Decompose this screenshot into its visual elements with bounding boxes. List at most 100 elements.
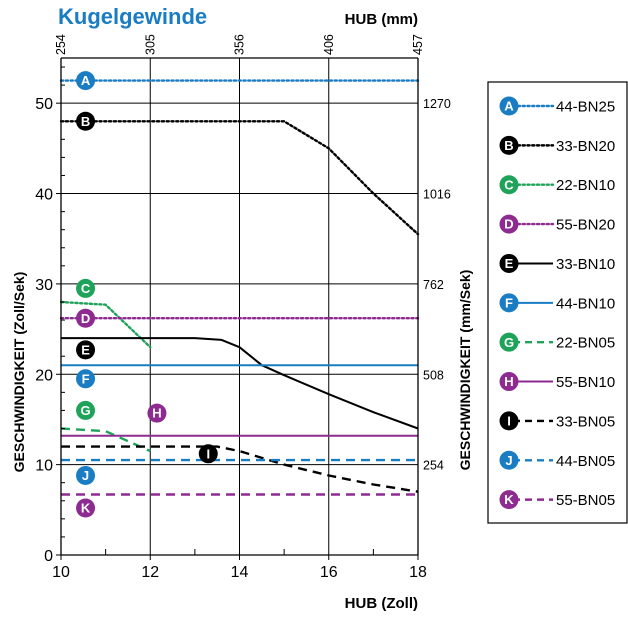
badge-circle bbox=[499, 175, 519, 195]
badge-letter: D bbox=[81, 311, 90, 326]
series-marker-D: D bbox=[76, 308, 96, 328]
y-tick-label: 20 bbox=[35, 367, 53, 384]
x-tick-label: 18 bbox=[409, 564, 427, 581]
badge-letter: H bbox=[152, 406, 161, 421]
legend-badge: C bbox=[499, 175, 519, 195]
badge-letter: I bbox=[206, 446, 210, 461]
badge-letter: H bbox=[504, 374, 513, 389]
y-tick-label: 10 bbox=[35, 458, 53, 475]
series-marker-A: A bbox=[76, 71, 96, 91]
legend-item-G: G 22-BN05 bbox=[499, 332, 615, 352]
legend-item-K: K 55-BN05 bbox=[499, 490, 615, 510]
series-marker-G: G bbox=[76, 400, 96, 420]
badge-circle bbox=[76, 278, 96, 298]
y2-tick-label: 508 bbox=[423, 368, 444, 382]
legend-badge: D bbox=[499, 214, 519, 234]
badge-circle bbox=[499, 96, 519, 116]
legend-box bbox=[487, 81, 628, 524]
x-axis-title: HUB (Zoll) bbox=[345, 595, 418, 612]
badge-letter: C bbox=[81, 281, 91, 296]
badge-circle bbox=[499, 293, 519, 313]
badge-circle bbox=[76, 465, 96, 485]
x-tick-label: 14 bbox=[231, 564, 249, 581]
badge-circle bbox=[76, 369, 96, 389]
series-marker-E: E bbox=[76, 340, 96, 360]
legend-label: 22-BN10 bbox=[556, 177, 615, 194]
x-tick-label: 10 bbox=[52, 564, 70, 581]
x2-tick-label: 406 bbox=[322, 34, 336, 55]
chart-title: Kugelgewinde bbox=[58, 4, 208, 29]
y-tick-label: 50 bbox=[35, 96, 53, 113]
y2-tick-label: 762 bbox=[423, 278, 444, 292]
legend-item-C: C 22-BN10 bbox=[499, 175, 615, 195]
y-tick-label: 0 bbox=[44, 548, 53, 565]
badge-letter: G bbox=[504, 335, 514, 350]
y2-tick-label: 254 bbox=[423, 459, 444, 473]
series-marker-K: K bbox=[76, 498, 96, 518]
badge-letter: K bbox=[504, 492, 514, 507]
series-marker-H: H bbox=[147, 403, 167, 423]
badge-circle bbox=[76, 340, 96, 360]
legend-label: 33-BN05 bbox=[556, 413, 615, 430]
badge-letter: B bbox=[81, 114, 90, 129]
badge-letter: G bbox=[80, 403, 90, 418]
badge-letter: A bbox=[81, 73, 91, 88]
badge-letter: E bbox=[505, 256, 514, 271]
x2-tick-label: 254 bbox=[54, 34, 68, 55]
y2-axis-title: GESCHWINDIGKEIT (mm/Sek) bbox=[457, 270, 473, 471]
series-marker-J: J bbox=[76, 465, 96, 485]
series-marker-C: C bbox=[76, 278, 96, 298]
badge-letter: I bbox=[507, 414, 511, 429]
badge-circle bbox=[499, 411, 519, 431]
legend-badge: I bbox=[499, 411, 519, 431]
y2-tick-label: 1016 bbox=[423, 188, 451, 202]
badge-circle bbox=[499, 372, 519, 392]
badge-letter: C bbox=[504, 177, 514, 192]
badge-circle bbox=[499, 214, 519, 234]
series-line-33-BN05 bbox=[61, 445, 419, 493]
badge-circle bbox=[147, 403, 167, 423]
badge-circle bbox=[76, 111, 96, 131]
x2-axis-title: HUB (mm) bbox=[345, 11, 418, 28]
legend-item-B: B 33-BN20 bbox=[499, 135, 615, 155]
x-tick-label: 12 bbox=[141, 564, 159, 581]
legend-badge: G bbox=[499, 332, 519, 352]
y2-tick-label: 1270 bbox=[423, 97, 451, 111]
badge-letter: F bbox=[505, 295, 513, 310]
series-line-33-BN10 bbox=[61, 337, 419, 430]
legend-label: 55-BN05 bbox=[556, 492, 615, 509]
badge-circle bbox=[499, 253, 519, 273]
x-tick-label: 16 bbox=[320, 564, 338, 581]
y-tick-label: 40 bbox=[35, 187, 53, 204]
legend-badge: B bbox=[499, 135, 519, 155]
legend-label: 44-BN25 bbox=[556, 99, 615, 116]
legend-item-H: H 55-BN10 bbox=[499, 372, 615, 392]
series-marker-F: F bbox=[76, 369, 96, 389]
badge-letter: F bbox=[82, 371, 90, 386]
badge-letter: K bbox=[81, 501, 91, 516]
legend-badge: J bbox=[499, 450, 519, 470]
badge-circle bbox=[499, 490, 519, 510]
legend-badge: E bbox=[499, 253, 519, 273]
legend-badge: K bbox=[499, 490, 519, 510]
x2-tick-label: 305 bbox=[143, 34, 157, 55]
badge-circle bbox=[499, 135, 519, 155]
legend-item-E: E 33-BN10 bbox=[499, 253, 615, 273]
badge-circle bbox=[499, 332, 519, 352]
legend-badge: F bbox=[499, 293, 519, 313]
badge-circle bbox=[198, 444, 218, 464]
series-line-22-BN10 bbox=[59, 300, 152, 349]
series-line-33-BN20 bbox=[59, 120, 420, 236]
badge-letter: J bbox=[505, 453, 512, 468]
legend-item-I: I 33-BN05 bbox=[499, 411, 615, 431]
legend-label: 44-BN05 bbox=[556, 453, 615, 470]
legend-item-D: D 55-BN20 bbox=[499, 214, 615, 234]
legend-label: 44-BN10 bbox=[556, 295, 615, 312]
badge-circle bbox=[76, 308, 96, 328]
badge-circle bbox=[499, 450, 519, 470]
legend-item-F: F 44-BN10 bbox=[499, 293, 615, 313]
legend-label: 33-BN10 bbox=[556, 256, 615, 273]
badge-letter: B bbox=[504, 138, 513, 153]
legend-item-J: J 44-BN05 bbox=[499, 450, 615, 470]
legend-label: 55-BN20 bbox=[556, 217, 615, 234]
